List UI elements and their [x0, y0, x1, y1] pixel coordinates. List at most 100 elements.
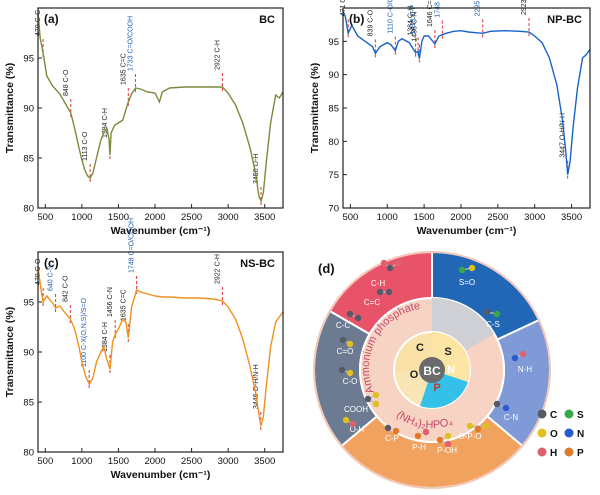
molecule-atom: [354, 314, 362, 322]
panel-d-diagram: (d) BC CO NPS Ammonium phosphate(NH₄)₂HPO…: [313, 250, 584, 489]
y-tick-label: 95: [328, 37, 339, 48]
y-tick-label: 85: [23, 398, 34, 409]
inner-element-letters: C O NP S: [410, 342, 455, 394]
peak-label: 839 C-O: [367, 9, 374, 36]
molecule-atom: [466, 422, 474, 430]
sample-name: NP-BC: [547, 14, 582, 26]
sector-label-o-h: O-H: [350, 425, 365, 434]
x-tick-label: 3500: [254, 212, 275, 223]
sample-name: BC: [259, 14, 275, 26]
molecule-atom: [342, 416, 350, 424]
y-tick-label: 90: [23, 348, 34, 359]
outer-ring-border: [313, 251, 551, 489]
x-tick-label: 1500: [414, 212, 435, 223]
x-tick-label: 2500: [181, 212, 202, 223]
legend-atom-c: [537, 409, 547, 419]
molecule-atom: [444, 440, 452, 448]
legend-symbol-c: C: [550, 410, 557, 421]
x-tick-label: 3000: [218, 456, 239, 467]
peak-label: 3446 O-H/N-H: [253, 364, 260, 409]
legend-symbol-o: O: [550, 429, 558, 440]
y-tick-label: 80: [23, 448, 34, 459]
molecule-atom: [346, 340, 354, 348]
sector-label-c-p: C-P: [385, 434, 399, 443]
sector-label-s-o: S=O: [459, 278, 475, 287]
x-axis-label: Wavenumber (cm⁻¹): [111, 225, 211, 237]
inner-letter-c: C: [416, 342, 424, 354]
panel-d-label: (d): [318, 261, 335, 276]
legend-atom-s: [564, 409, 574, 419]
molecule-atom: [483, 308, 491, 316]
x-axis-label: Wavenumber (cm⁻¹): [111, 469, 211, 481]
molecule-atom: [493, 400, 501, 408]
x-tick-label: 1000: [71, 456, 92, 467]
sector-label-c-c: C-C: [336, 321, 350, 330]
x-tick-label: 2500: [487, 212, 508, 223]
sector-label-cooh: COOH: [344, 405, 368, 414]
peak-label: 2922 C-H: [214, 254, 221, 284]
molecule-atom: [502, 404, 510, 412]
x-tick-label: 2500: [181, 456, 202, 467]
peak-label: 1635 C=C: [120, 53, 127, 85]
x-tick-label: 1000: [377, 212, 398, 223]
spectrum-line: [342, 11, 591, 175]
inner-letter-s: S: [444, 346, 451, 358]
molecule-atom: [384, 424, 392, 432]
molecule-atom: [372, 391, 380, 399]
sector-label-o-p-o: O-P-O: [458, 432, 481, 441]
sector-label-n-h: N-H: [518, 365, 532, 374]
sector-label-p-oh: P-OH: [437, 446, 457, 455]
x-tick-label: 3000: [524, 212, 545, 223]
spectrum-line: [37, 266, 284, 427]
molecule-atom: [392, 427, 400, 435]
legend-atom-n: [564, 428, 574, 438]
molecule-atom: [394, 259, 402, 267]
y-tick-label: 95: [23, 54, 34, 65]
plot-frame: [342, 7, 591, 209]
peak-label: 1384 C-H: [408, 6, 415, 36]
molecule-atom: [474, 425, 482, 433]
x-tick-label: 3500: [254, 456, 275, 467]
sector-label-c-o-double: C=O: [337, 347, 354, 356]
x-axis-label: Wavenumber (cm⁻¹): [417, 225, 517, 237]
peak-label: 1635 C=C: [120, 289, 127, 321]
y-axis-label: Transmittance (%): [4, 63, 16, 153]
x-tick-label: 1500: [108, 212, 129, 223]
plot-frame: [37, 7, 284, 209]
y-axis-label: Transmittance (%): [309, 63, 321, 153]
x-tick-label: 500: [342, 212, 358, 223]
peak-label: 1418 C-P: [410, 4, 417, 34]
molecule-atom: [349, 420, 357, 428]
molecule-atom: [444, 432, 452, 440]
inner-letter-p: P: [433, 382, 440, 394]
y-tick-label: 70: [328, 204, 339, 215]
peak-label: 1384 C-H: [102, 322, 109, 352]
molecule-atom: [436, 436, 444, 444]
peak-label: 2922 C-H: [214, 40, 221, 70]
legend-atom-p: [564, 447, 574, 457]
peak-label: 848 C-O: [63, 69, 70, 96]
y-tick-label: 95: [23, 298, 34, 309]
molecule-sprites: [338, 259, 527, 448]
sector-label-c-c-eq: C=C: [364, 298, 380, 307]
molecule-atom: [386, 264, 394, 272]
bc-core: [419, 357, 445, 383]
peak-label: 1748 C=O/COOH: [129, 218, 136, 273]
legend-symbol-s: S: [577, 410, 584, 421]
peak-label: 1646 C=C: [427, 0, 434, 27]
molecule-atom: [458, 266, 466, 274]
y-tick-label: 90: [328, 70, 339, 81]
molecule-atom: [414, 432, 422, 440]
legend-symbol-n: N: [577, 429, 584, 440]
molecule-atom: [380, 259, 388, 267]
sample-name: NS-BC: [240, 258, 275, 270]
peak-label: 1436 C-N: [411, 12, 418, 42]
y-tick-label: 80: [328, 137, 339, 148]
peak-label: 1100 C-X(O,N,S)/S=O: [81, 298, 88, 367]
peak-label: 640 C-S: [48, 265, 55, 291]
inner-letter-n: N: [447, 364, 455, 376]
x-tick-label: 500: [37, 456, 53, 467]
